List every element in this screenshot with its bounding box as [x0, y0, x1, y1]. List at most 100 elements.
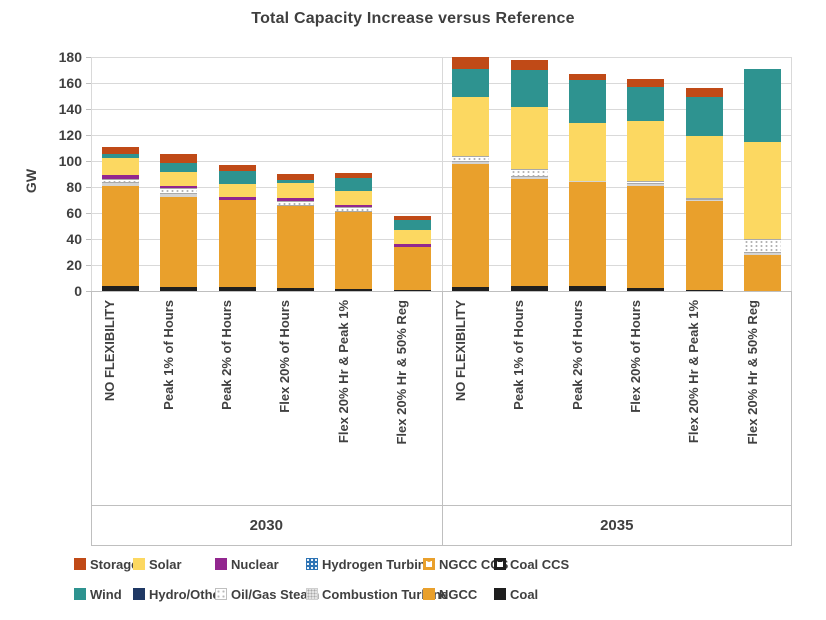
- segment-ngcc: [452, 163, 490, 288]
- box-left-line: [91, 291, 92, 545]
- segment-solar: [627, 121, 665, 181]
- segment-wind: [335, 177, 373, 191]
- legend-label: Hydro/Other: [149, 586, 225, 602]
- bar-2030-peak-1-of-hours: [160, 57, 198, 291]
- legend-label: NGCC CCS: [439, 556, 509, 572]
- segment-nuclear: [101, 175, 139, 179]
- category-label: Peak 1% of Hours: [511, 300, 527, 410]
- segment-solar: [452, 97, 490, 156]
- segment-ngcc: [101, 185, 139, 286]
- y-tick-mark: [86, 109, 91, 110]
- segment-ogs: [685, 198, 723, 200]
- y-tick-mark: [86, 135, 91, 136]
- y-tick-mark: [86, 265, 91, 266]
- segment-ngcc: [276, 205, 314, 289]
- segment-wind: [627, 86, 665, 122]
- legend-item-combustion-turbine: Combustion Turbine: [306, 586, 448, 602]
- segment-ct: [452, 161, 490, 164]
- segment-coal: [627, 287, 665, 291]
- segment-ogs: [627, 180, 665, 185]
- legend-swatch-icon: [133, 558, 145, 570]
- segment-ct: [744, 253, 782, 255]
- y-tick-label-60: 60: [66, 205, 82, 221]
- segment-coal: [101, 285, 139, 291]
- y-tick-mark: [86, 239, 91, 240]
- segment-wind: [452, 68, 490, 98]
- segment-storage: [510, 59, 548, 70]
- segment-ct: [510, 177, 548, 180]
- y-tick-label-0: 0: [74, 283, 82, 299]
- segment-nuclear: [393, 244, 431, 248]
- category-label: Peak 2% of Hours: [569, 300, 585, 410]
- segment-storage: [393, 216, 431, 220]
- segment-ct: [160, 193, 198, 197]
- segment-ngcc: [627, 185, 665, 288]
- chart-title: Total Capacity Increase versus Reference: [251, 10, 575, 27]
- segment-coal: [276, 288, 314, 291]
- legend-swatch-icon: [215, 558, 227, 570]
- segment-storage: [276, 174, 314, 180]
- segment-ogs: [452, 155, 490, 162]
- segment-storage: [685, 88, 723, 97]
- legend-item-coal-ccs: Coal CCS: [494, 556, 569, 572]
- segment-ngcc: [218, 200, 256, 288]
- legend-swatch-icon: [423, 588, 435, 600]
- legend-item-ngcc: NGCC: [423, 586, 477, 602]
- y-tick-label-20: 20: [66, 257, 82, 273]
- legend-swatch-icon: [74, 558, 86, 570]
- segment-coal: [569, 285, 607, 291]
- segment-ngcc: [335, 211, 373, 290]
- y-axis-title: GW: [23, 168, 39, 194]
- segment-coal: [685, 289, 723, 291]
- bar-2030-flex-20-hr-peak-1-: [335, 57, 373, 291]
- y-tick-label-140: 140: [58, 101, 82, 117]
- segment-nuclear: [218, 196, 256, 200]
- legend-swatch-icon: [306, 588, 318, 600]
- category-label: Flex 20% Hr & 50% Reg: [394, 300, 410, 445]
- legend-swatch-icon: [423, 558, 435, 570]
- plot-group-divider: [441, 57, 443, 291]
- segment-storage: [627, 79, 665, 87]
- segment-ngcc: [160, 196, 198, 288]
- legend-swatch-icon: [494, 558, 506, 570]
- segment-ogs: [744, 239, 782, 254]
- category-label: Peak 1% of Hours: [160, 300, 176, 410]
- y-tick-label-80: 80: [66, 179, 82, 195]
- segment-coal: [510, 286, 548, 291]
- segment-solar: [276, 183, 314, 199]
- y-tick-label-120: 120: [58, 127, 82, 143]
- bar-2035-no-flexibility: [452, 57, 490, 291]
- segment-ngcc: [744, 254, 782, 291]
- segment-solar: [744, 142, 782, 239]
- segment-solar: [160, 172, 198, 186]
- legend-item-hydro-other: Hydro/Other: [133, 586, 225, 602]
- legend-label: Combustion Turbine: [322, 586, 449, 602]
- segment-ct: [101, 183, 139, 186]
- plot-left-edge: [91, 57, 92, 291]
- y-tick-mark: [86, 83, 91, 84]
- segment-ogs: [510, 169, 548, 178]
- legend-item-oil-gas-steam: Oil/Gas Steam: [215, 586, 319, 602]
- category-label: Flex 20% Hr & Peak 1%: [335, 300, 351, 444]
- plot-right-edge: [791, 57, 792, 291]
- segment-wind: [218, 170, 256, 184]
- segment-ogs: [276, 200, 314, 206]
- segment-coal: [218, 287, 256, 291]
- category-label: Flex 20% Hr & Peak 1%: [686, 300, 702, 444]
- legend-label: Wind: [90, 586, 122, 602]
- segment-wind: [510, 70, 548, 108]
- segment-ogs: [101, 178, 139, 184]
- segment-storage: [569, 73, 607, 81]
- legend-swatch-icon: [215, 588, 227, 600]
- segment-wind: [685, 96, 723, 137]
- legend-label: Coal: [510, 586, 539, 602]
- segment-solar: [218, 183, 256, 197]
- legend-label: Solar: [149, 556, 182, 572]
- legend-item-ngcc-ccs: NGCC CCS: [423, 556, 508, 572]
- segment-ngcc: [393, 247, 431, 290]
- segment-storage: [101, 146, 139, 154]
- segment-wind: [160, 162, 198, 173]
- segment-solar: [335, 190, 373, 205]
- category-label: Flex 20% of Hours: [277, 300, 293, 413]
- y-tick-label-40: 40: [66, 231, 82, 247]
